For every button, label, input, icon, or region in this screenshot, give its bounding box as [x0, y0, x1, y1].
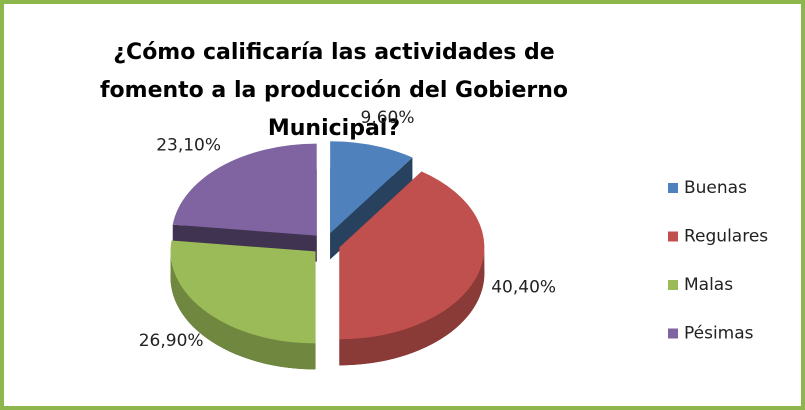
legend-swatch: [668, 183, 678, 193]
legend-label: Buenas: [684, 178, 747, 198]
chart: 9,60% 40,40% 26,90% 23,10% Buenas Regulares Ma…: [139, 108, 768, 370]
slice-side: [339, 247, 485, 366]
legend-swatch: [668, 231, 678, 242]
slice: [170, 240, 316, 344]
chart-title: ¿Cómo calificaría las actividades de fom…: [99, 40, 569, 141]
legend-label: Regulares: [684, 227, 768, 247]
legend-swatch: [668, 280, 678, 290]
slice: [339, 171, 485, 340]
legend-label: Pésimas: [684, 324, 754, 344]
legend-swatch: [668, 328, 678, 339]
data-label: 26,90%: [139, 331, 204, 351]
legend-label: Malas: [684, 275, 733, 295]
data-label: 23,10%: [156, 135, 221, 155]
slice-edge: [330, 157, 413, 260]
data-label: 40,40%: [491, 277, 556, 297]
slice-side: [170, 251, 316, 370]
slice: [172, 143, 317, 236]
slice: [330, 141, 413, 234]
data-label: 9,60%: [360, 108, 414, 128]
